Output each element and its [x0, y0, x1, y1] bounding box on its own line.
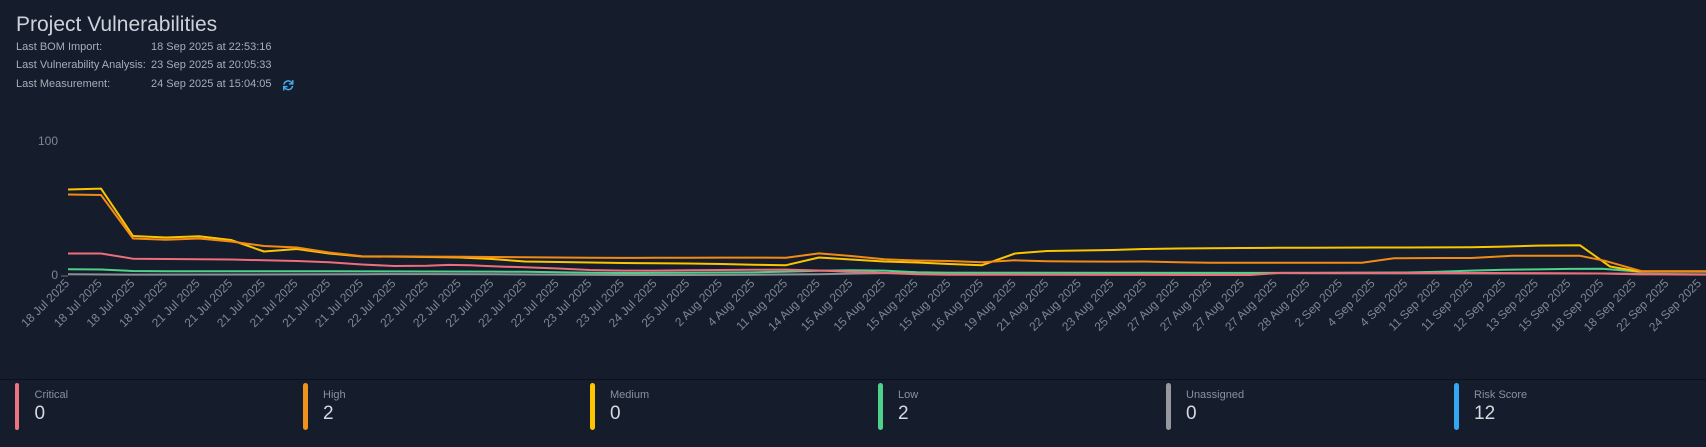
svg-text:100: 100 — [38, 134, 58, 148]
svg-text:0: 0 — [51, 268, 58, 282]
